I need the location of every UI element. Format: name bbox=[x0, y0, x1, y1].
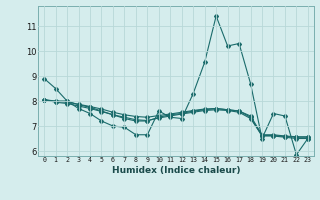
X-axis label: Humidex (Indice chaleur): Humidex (Indice chaleur) bbox=[112, 166, 240, 175]
